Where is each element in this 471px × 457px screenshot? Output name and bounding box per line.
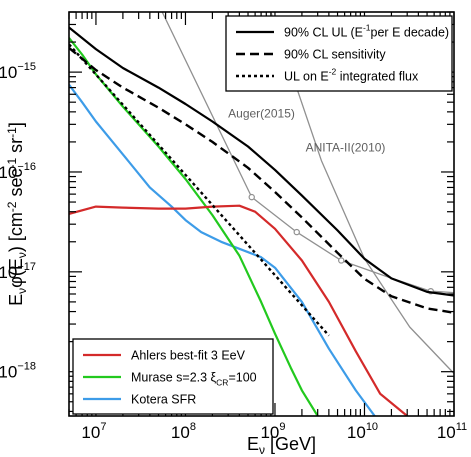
x-tick-label: 108	[171, 421, 196, 442]
y-axis-title: Eνφ(Eν) [cm-2 sec-1 sr-1]	[5, 122, 29, 306]
legend-layer: 90% CL UL (E-1per E decade) 90% CL sensit…	[72, 15, 453, 415]
series-line-e2	[69, 43, 330, 337]
legend-top-label-e2: UL on E-2 integrated flux	[284, 67, 419, 84]
legend-bottom-label-murase: Murase s=2.3 ξCR=100	[131, 371, 257, 388]
y-tick-label: 10−18	[0, 361, 36, 382]
series-line-murase	[69, 37, 319, 416]
x-tick-label: 109	[260, 421, 285, 442]
series-line-sens	[69, 46, 454, 314]
y-tick-label: 10−16	[0, 161, 36, 182]
axes-layer: 107 108 109 1010 1011 10−18 10−17 10−16 10−15 Eν …	[0, 11, 467, 457]
legend-bottom-label-ahlers: Ahlers best-fit 3 EeV	[131, 349, 246, 363]
series-layer: Auger(2015) ANITA-II(2010)	[69, 12, 454, 416]
series-line-kotera	[69, 83, 376, 416]
x-tick-label: 107	[81, 421, 106, 442]
legend-top-label-ul: 90% CL UL (E-1per E decade)	[284, 23, 449, 40]
legend-bottom-label-kotera: Kotera SFR	[131, 393, 196, 407]
x-tick-label: 1011	[437, 421, 467, 442]
series-marker-auger	[293, 228, 300, 236]
series-line-ul	[69, 26, 454, 297]
series-marker-auger	[338, 257, 345, 264]
series-marker-auger	[248, 193, 255, 201]
series-line-ahlers	[69, 204, 408, 416]
x-axis-title: Eν [GeV]	[247, 434, 316, 457]
legend-top-label-sens: 90% CL sensitivity	[284, 48, 386, 62]
x-tick-label: 1010	[347, 421, 378, 442]
legend-top-box	[225, 15, 453, 92]
annotation-anita: ANITA-II(2010)	[306, 141, 386, 155]
y-tick-label: 10−15	[0, 61, 36, 82]
y-axis-title-group: Eνφ(Eν) [cm-2 sec-1 sr-1]	[5, 122, 29, 306]
annotation-auger: Auger(2015)	[228, 107, 295, 121]
y-tick-label: 10−17	[0, 261, 36, 282]
